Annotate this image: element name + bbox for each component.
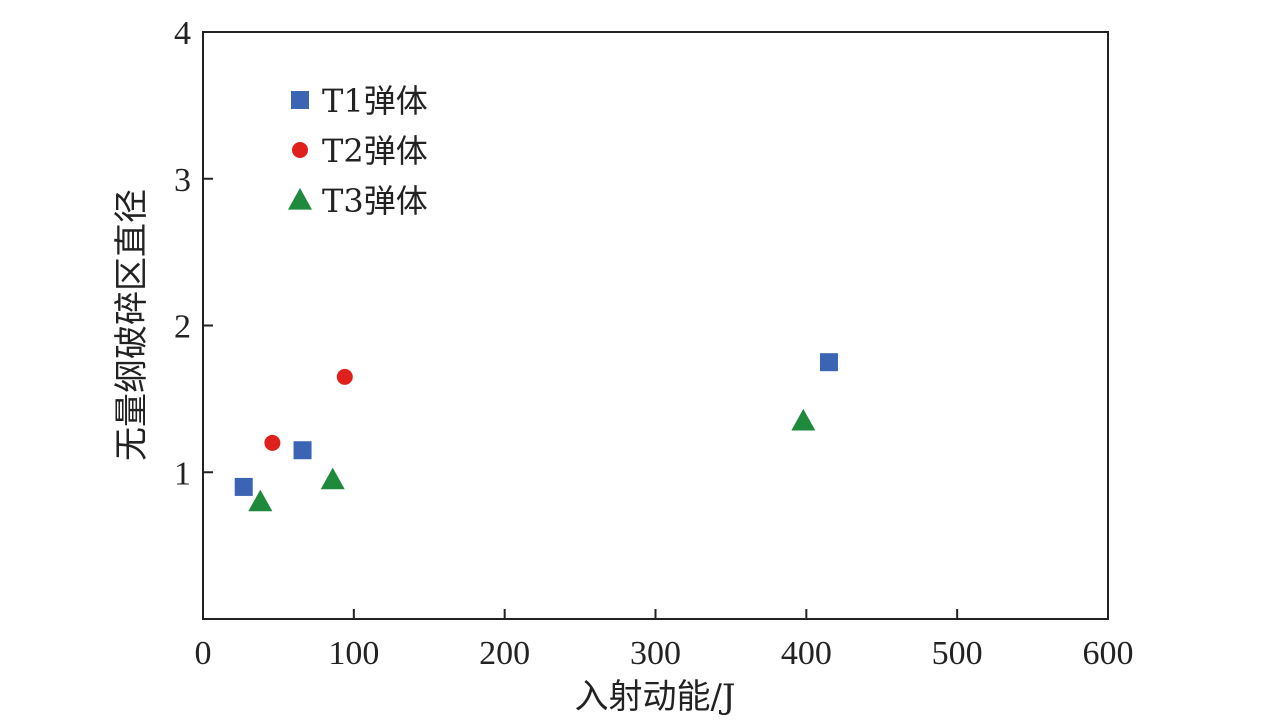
data-point <box>336 368 353 385</box>
y-axis-tick-labels: 1 2 3 4 <box>174 15 191 492</box>
legend: T1弹体 T2弹体 T3弹体 <box>288 82 428 220</box>
legend-item: T3弹体 <box>288 182 428 220</box>
y-axis-ticks <box>203 177 213 474</box>
data-points <box>234 353 838 512</box>
data-point <box>234 477 253 496</box>
series-1 <box>234 353 838 496</box>
data-point <box>320 467 345 490</box>
data-point <box>264 434 281 451</box>
y-tick-label: 4 <box>174 15 191 52</box>
legend-label: T3弹体 <box>322 182 428 220</box>
y-axis-title: 无量纲破碎区直径 <box>112 189 152 461</box>
series-2 <box>264 368 353 451</box>
y-tick-label: 1 <box>174 455 191 492</box>
data-point <box>248 489 273 512</box>
y-tick-label: 3 <box>174 162 191 199</box>
legend-item: T1弹体 <box>291 82 428 120</box>
x-tick-label: 500 <box>932 635 983 672</box>
y-tick-label: 2 <box>174 309 191 346</box>
x-tick-label: 400 <box>781 635 832 672</box>
legend-marker <box>288 188 312 210</box>
x-tick-label: 100 <box>328 635 379 672</box>
legend-marker <box>291 91 309 109</box>
legend-label: T1弹体 <box>322 82 428 120</box>
x-axis-ticks <box>352 609 959 619</box>
x-tick-label: 600 <box>1083 635 1134 672</box>
plot-area-frame <box>202 31 1109 620</box>
x-axis-title: 入射动能/J <box>574 677 735 717</box>
x-tick-label: 300 <box>630 635 681 672</box>
data-point <box>819 353 838 372</box>
data-point <box>293 441 312 460</box>
legend-item: T2弹体 <box>292 132 428 170</box>
x-tick-label: 0 <box>195 635 212 672</box>
legend-label: T2弹体 <box>322 132 428 170</box>
series-3 <box>248 408 816 512</box>
x-tick-label: 200 <box>479 635 530 672</box>
legend-marker <box>292 142 308 158</box>
x-axis-tick-labels: 0 100 200 300 400 500 600 <box>195 635 1134 672</box>
data-point <box>791 408 816 431</box>
